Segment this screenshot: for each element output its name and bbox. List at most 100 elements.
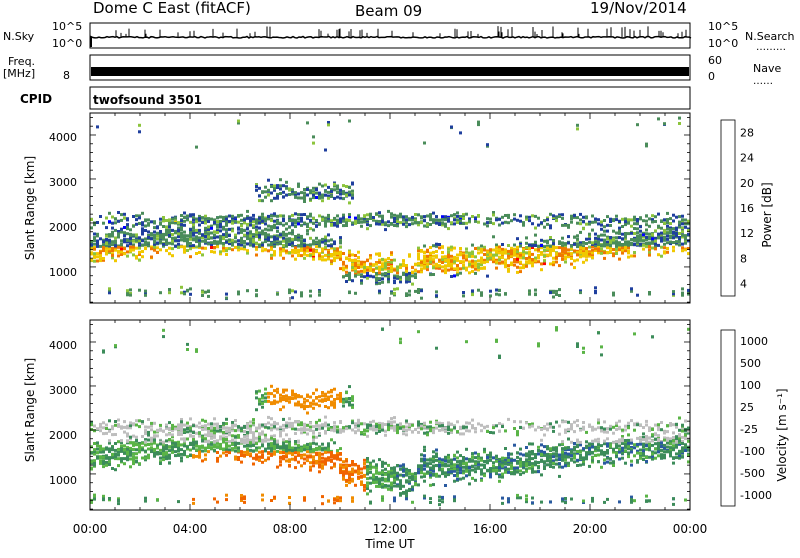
power-cell [489, 249, 492, 252]
power-cell [567, 253, 570, 256]
power-cell [456, 218, 459, 221]
power-cell [654, 247, 657, 250]
velocity-cell [336, 496, 339, 499]
power-cell [303, 249, 306, 252]
velocity-cell [345, 479, 348, 482]
power-cell [276, 215, 279, 218]
velocity-cell [363, 489, 366, 492]
velocity-cell [333, 427, 336, 430]
velocity-cell [153, 434, 156, 437]
velocity-cell [159, 452, 162, 455]
power-cell [495, 244, 498, 247]
power-cell [330, 223, 333, 226]
velocity-cell [279, 463, 282, 466]
velocity-cell [369, 477, 372, 480]
velocity-cell [123, 444, 126, 447]
power-cell [474, 272, 477, 275]
power-cell [291, 242, 294, 245]
velocity-cell [186, 446, 189, 449]
power-cell [180, 223, 183, 226]
power-cell [354, 217, 357, 220]
power-cell [642, 233, 645, 236]
power-cell [396, 275, 399, 278]
velocity-cell [201, 428, 204, 431]
power-cell [450, 275, 453, 278]
velocity-cell [399, 479, 402, 482]
power-cell [237, 243, 240, 246]
velocity-cell [375, 464, 378, 467]
power-cell [183, 238, 186, 241]
power-cell [126, 223, 129, 226]
velocity-cell [150, 450, 153, 453]
power-cell [465, 267, 468, 270]
power-cell [123, 252, 126, 255]
velocity-cell [177, 441, 180, 444]
velocity-cell [225, 498, 228, 501]
power-cell [624, 232, 627, 235]
velocity-cell [375, 472, 378, 475]
velocity-cell [150, 440, 153, 443]
velocity-cell [306, 450, 309, 453]
power-cell [258, 244, 261, 247]
velocity-cell [261, 453, 264, 456]
velocity-cell [108, 497, 111, 500]
power-cell [360, 217, 363, 220]
velocity-cell [327, 456, 330, 459]
power-cell [648, 245, 651, 248]
velocity-cell [399, 492, 402, 495]
power-cell [612, 293, 615, 296]
power-cell [348, 120, 351, 123]
power-cell [477, 247, 480, 250]
power-cell [573, 243, 576, 246]
power-cell [342, 192, 345, 195]
power-cell [405, 281, 408, 284]
power-cell [645, 223, 648, 226]
power-cell [300, 245, 303, 248]
power-cell [477, 214, 480, 217]
power-cell [570, 263, 573, 266]
power-cell [507, 268, 510, 271]
power-cell [225, 249, 228, 252]
velocity-cell [249, 421, 252, 424]
velocity-cell [246, 431, 249, 434]
velocity-cell [198, 426, 201, 429]
velocity-cell [273, 496, 276, 499]
power-cell [339, 253, 342, 256]
power-cell [204, 247, 207, 250]
velocity-cell [318, 464, 321, 467]
velocity-cell [405, 468, 408, 471]
power-cell [357, 256, 360, 259]
power-cell [315, 219, 318, 222]
velocity-cell [144, 497, 147, 500]
power-cell [468, 253, 471, 256]
velocity-cell [354, 431, 357, 434]
power-cell [279, 233, 282, 236]
velocity-cell [378, 485, 381, 488]
power-cell [366, 269, 369, 272]
power-cell [435, 250, 438, 253]
power-cell [375, 279, 378, 282]
velocity-cell [342, 398, 345, 401]
velocity-cell [330, 404, 333, 407]
velocity-cell [276, 391, 279, 394]
power-cell [171, 247, 174, 250]
power-cell [294, 225, 297, 228]
power-cell [264, 186, 267, 189]
power-cell [609, 244, 612, 247]
power-cell [621, 252, 624, 255]
power-cell [195, 240, 198, 243]
velocity-cell [390, 475, 393, 478]
velocity-cell [207, 423, 210, 426]
power-cell [369, 217, 372, 220]
velocity-cell [336, 394, 339, 397]
power-cell [531, 253, 534, 256]
velocity-cell [222, 427, 225, 430]
power-cell [237, 291, 240, 294]
power-cell [171, 221, 174, 224]
velocity-cell [228, 451, 231, 454]
velocity-cell [336, 458, 339, 461]
velocity-cell [321, 391, 324, 394]
power-cell [165, 226, 168, 229]
velocity-cell [93, 498, 96, 501]
power-cell [600, 239, 603, 242]
